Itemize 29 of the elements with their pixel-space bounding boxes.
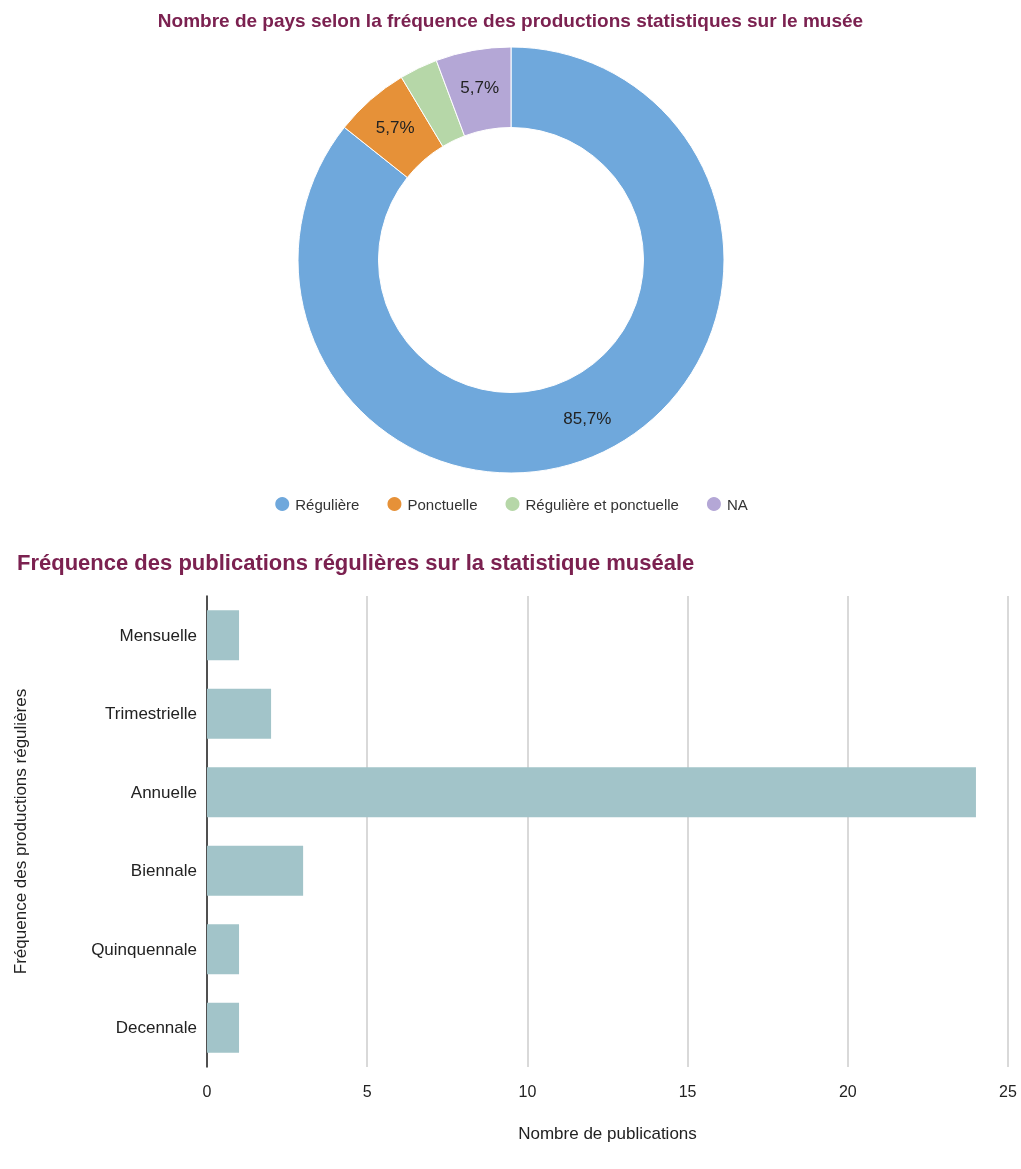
data-label: 85,7%: [563, 408, 612, 428]
bar: [207, 688, 272, 739]
x-tick-label: 25: [999, 1082, 1017, 1100]
legend-label: Régulière et ponctuelle: [525, 495, 679, 513]
chart-title: Fréquence des publications régulières sur la statistique muséale: [17, 549, 695, 575]
data-label: 5,7%: [375, 118, 415, 138]
x-tick-label: 5: [362, 1082, 372, 1100]
y-tick-label: Biennale: [130, 861, 197, 881]
y-tick-label: Quinquennale: [91, 939, 197, 959]
x-tick-label: 20: [838, 1082, 857, 1100]
bar: [207, 845, 304, 896]
chart-title: Nombre de pays selon la fréquence des productions statistiques sur le musée: [157, 10, 864, 31]
y-tick-label: Mensuelle: [119, 625, 197, 645]
legend-label: Ponctuelle: [407, 495, 478, 513]
bar: [207, 924, 240, 975]
y-axis-title: Fréquence des productions régulières: [11, 688, 30, 975]
legend-label: NA: [726, 495, 748, 513]
x-tick-label: 10: [518, 1082, 537, 1100]
legend-label: Régulière: [295, 495, 360, 513]
y-tick-label: Trimestrielle: [105, 704, 197, 724]
y-tick-label: Decennale: [115, 1018, 197, 1038]
x-tick-label: 15: [678, 1082, 697, 1100]
bar: [207, 767, 976, 818]
y-tick-label: Annuelle: [130, 782, 197, 802]
data-label: 5,7%: [460, 77, 500, 97]
x-tick-label: 0: [202, 1082, 212, 1100]
bar: [207, 610, 240, 661]
bar: [207, 1002, 240, 1053]
x-axis-title: Nombre de publications: [518, 1124, 697, 1143]
